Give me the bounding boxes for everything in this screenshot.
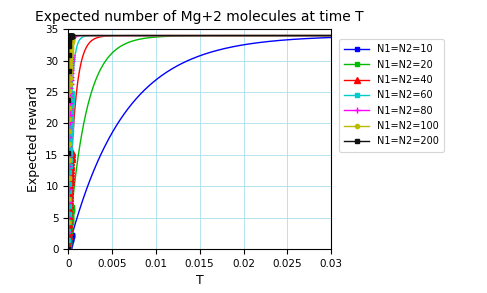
N1=N2=80 <box>321 34 327 37</box>
N1=N2=200 <box>74 34 79 37</box>
N1=N2=100 <box>79 34 85 37</box>
N1=N2=200 <box>65 247 71 251</box>
N1=N2=40 <box>321 34 327 37</box>
N1=N2=40 <box>328 34 334 37</box>
N1=N2=60 <box>321 34 327 37</box>
N1=N2=20 <box>79 133 85 137</box>
N1=N2=60 <box>65 247 71 251</box>
Line: N1=N2=40: N1=N2=40 <box>65 33 334 252</box>
N1=N2=60 <box>193 34 199 37</box>
N1=N2=40 <box>193 34 199 37</box>
N1=N2=10 <box>328 36 334 39</box>
N1=N2=10 <box>320 36 326 40</box>
N1=N2=10 <box>193 55 199 59</box>
N1=N2=20 <box>320 34 326 37</box>
N1=N2=20 <box>320 34 326 37</box>
N1=N2=100 <box>321 34 327 37</box>
N1=N2=10 <box>272 39 278 42</box>
Line: N1=N2=60: N1=N2=60 <box>66 33 334 251</box>
Line: N1=N2=200: N1=N2=200 <box>66 33 334 251</box>
N1=N2=200 <box>193 34 199 37</box>
N1=N2=40 <box>320 34 326 37</box>
N1=N2=100 <box>328 34 334 37</box>
N1=N2=200 <box>321 34 327 37</box>
N1=N2=100 <box>193 34 199 37</box>
N1=N2=10 <box>65 247 71 251</box>
N1=N2=100 <box>187 34 192 37</box>
N1=N2=60 <box>79 36 85 40</box>
N1=N2=60 <box>272 34 278 37</box>
N1=N2=60 <box>328 34 334 37</box>
N1=N2=40 <box>300 34 305 37</box>
N1=N2=80 <box>272 34 278 37</box>
N1=N2=20 <box>272 34 278 37</box>
N1=N2=80 <box>125 34 131 37</box>
N1=N2=80 <box>79 34 85 38</box>
N1=N2=200 <box>320 34 326 37</box>
N1=N2=20 <box>328 34 334 37</box>
Line: N1=N2=10: N1=N2=10 <box>66 35 334 251</box>
N1=N2=40 <box>65 247 71 251</box>
N1=N2=60 <box>175 34 181 37</box>
N1=N2=200 <box>79 34 85 37</box>
N1=N2=80 <box>193 34 199 37</box>
N1=N2=40 <box>272 34 278 37</box>
N1=N2=100 <box>65 247 71 251</box>
N1=N2=40 <box>79 59 85 62</box>
N1=N2=10 <box>186 58 192 62</box>
N1=N2=100 <box>102 34 108 37</box>
N1=N2=200 <box>328 34 334 37</box>
N1=N2=200 <box>187 34 192 37</box>
Title: Expected number of Mg+2 molecules at time T: Expected number of Mg+2 molecules at tim… <box>36 10 364 24</box>
N1=N2=200 <box>272 34 278 37</box>
N1=N2=10 <box>320 36 326 40</box>
N1=N2=100 <box>272 34 278 37</box>
N1=N2=60 <box>187 34 192 37</box>
N1=N2=20 <box>65 247 71 251</box>
N1=N2=10 <box>79 202 85 205</box>
N1=N2=80 <box>328 34 334 37</box>
Line: N1=N2=20: N1=N2=20 <box>66 33 334 251</box>
N1=N2=100 <box>320 34 326 37</box>
N1=N2=20 <box>186 34 192 38</box>
Line: N1=N2=80: N1=N2=80 <box>65 32 335 253</box>
N1=N2=80 <box>320 34 326 37</box>
Legend: N1=N2=10, N1=N2=20, N1=N2=40, N1=N2=60, N1=N2=80, N1=N2=100, N1=N2=200: N1=N2=10, N1=N2=20, N1=N2=40, N1=N2=60, … <box>338 39 444 152</box>
X-axis label: T: T <box>196 274 204 287</box>
Line: N1=N2=100: N1=N2=100 <box>66 33 333 251</box>
Y-axis label: Expected reward: Expected reward <box>27 86 39 192</box>
N1=N2=40 <box>186 34 192 37</box>
N1=N2=80 <box>187 34 192 37</box>
N1=N2=80 <box>65 247 71 251</box>
N1=N2=60 <box>320 34 326 37</box>
N1=N2=20 <box>193 34 199 38</box>
